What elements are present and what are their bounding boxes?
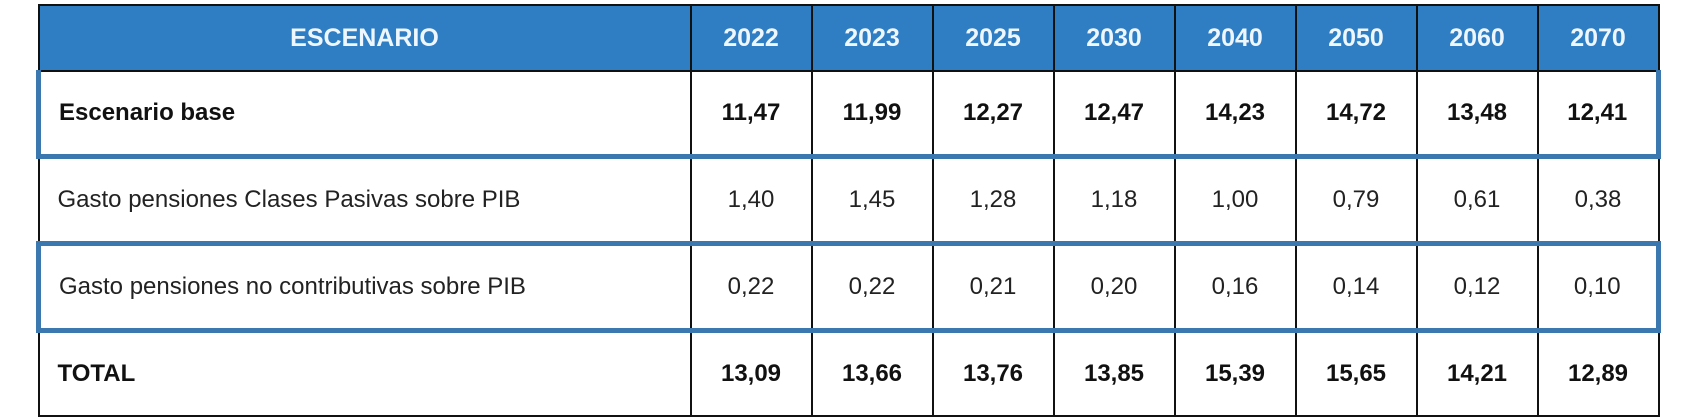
table-cell: 13,76 [931, 328, 1055, 417]
table-cell: 0,10 [1536, 241, 1661, 332]
table-cell: 13,66 [810, 328, 934, 417]
table-cell: 12,89 [1536, 328, 1660, 417]
table-row-total: TOTAL 13,09 13,66 13,76 13,85 15,39 15,6… [37, 328, 1660, 417]
header-row: ESCENARIO 2022 2023 2025 2030 2040 2050 … [37, 4, 1660, 72]
header-escenario: ESCENARIO [37, 4, 692, 72]
table-cell: 13,85 [1052, 328, 1176, 417]
pension-expenditure-table: ESCENARIO 2022 2023 2025 2030 2040 2050 … [36, 4, 1661, 417]
table-cell: 0,20 [1052, 241, 1176, 332]
table-cell: 13,48 [1415, 70, 1539, 158]
table-cell: 0,12 [1415, 241, 1539, 332]
row-label: Gasto pensiones no contributivas sobre P… [36, 241, 692, 332]
table-cell: 15,39 [1173, 328, 1297, 417]
table-cell: 1,00 [1173, 154, 1297, 245]
header-year: 2060 [1415, 4, 1539, 72]
table-cell: 0,22 [810, 241, 934, 332]
table-cell: 12,27 [931, 70, 1055, 158]
table-cell: 1,18 [1052, 154, 1176, 245]
table-cell: 11,99 [810, 70, 934, 158]
table-cell: 0,79 [1294, 154, 1418, 245]
table-cell: 0,16 [1173, 241, 1297, 332]
row-label: TOTAL [37, 328, 692, 417]
header-year: 2040 [1173, 4, 1297, 72]
table-cell: 1,40 [689, 154, 813, 245]
row-label: Gasto pensiones Clases Pasivas sobre PIB [37, 154, 692, 245]
header-year: 2030 [1052, 4, 1176, 72]
table-cell: 14,23 [1173, 70, 1297, 158]
table-cell: 0,38 [1536, 154, 1660, 245]
table-cell: 0,22 [689, 241, 813, 332]
table-cell: 14,72 [1294, 70, 1418, 158]
table-row-no-contributivas: Gasto pensiones no contributivas sobre P… [36, 241, 1661, 332]
table-cell: 11,47 [689, 70, 813, 158]
table-row-escenario-base: Escenario base 11,47 11,99 12,27 12,47 1… [36, 70, 1661, 158]
table-cell: 14,21 [1415, 328, 1539, 417]
table-cell: 1,45 [810, 154, 934, 245]
table-cell: 12,47 [1052, 70, 1176, 158]
table-cell: 1,28 [931, 154, 1055, 245]
table-cell: 0,21 [931, 241, 1055, 332]
table-cell: 0,61 [1415, 154, 1539, 245]
table-cell: 15,65 [1294, 328, 1418, 417]
table-cell: 0,14 [1294, 241, 1418, 332]
header-year: 2023 [810, 4, 934, 72]
header-year: 2025 [931, 4, 1055, 72]
table-cell: 12,41 [1536, 70, 1661, 158]
header-year: 2050 [1294, 4, 1418, 72]
table-row-clases-pasivas: Gasto pensiones Clases Pasivas sobre PIB… [37, 154, 1660, 245]
table-cell: 13,09 [689, 328, 813, 417]
row-label: Escenario base [36, 70, 692, 158]
header-year: 2022 [689, 4, 813, 72]
header-year: 2070 [1536, 4, 1660, 72]
